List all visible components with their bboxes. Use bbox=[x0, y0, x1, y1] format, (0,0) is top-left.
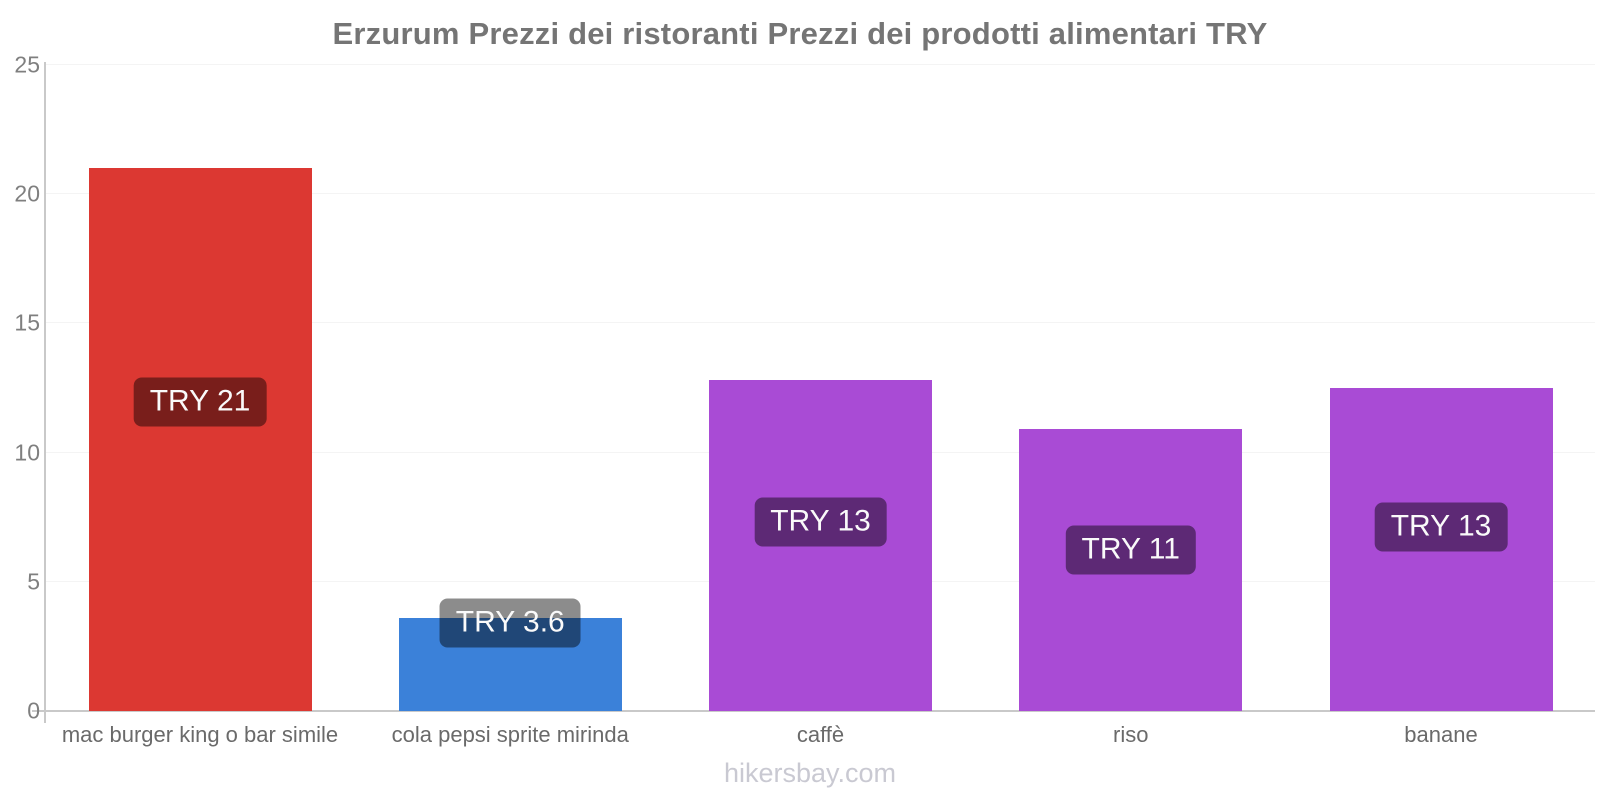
chart-title: Erzurum Prezzi dei ristoranti Prezzi dei… bbox=[332, 16, 1268, 51]
gridline-20 bbox=[46, 193, 1595, 195]
y-axis-tick-label-10: 10 bbox=[14, 439, 40, 466]
watermark-footer: hikersbay.com bbox=[723, 758, 897, 788]
zero-tick-mark bbox=[32, 710, 44, 712]
y-axis-tick-label-25: 25 bbox=[14, 51, 40, 78]
gridline-25 bbox=[46, 64, 1595, 65]
y-axis-line bbox=[44, 62, 46, 723]
gridline-15 bbox=[46, 322, 1595, 324]
bar-cola-pepsi-sprite-mirinda[interactable] bbox=[398, 617, 622, 711]
x-axis-label: riso bbox=[1113, 722, 1149, 747]
y-axis-tick-label-15: 15 bbox=[14, 309, 40, 336]
bar-value-label: TRY 13 bbox=[1374, 502, 1508, 552]
bar-value-label: TRY 3.6 bbox=[439, 598, 581, 648]
x-axis-label: banane bbox=[1404, 722, 1478, 747]
x-axis-label: mac burger king o bar simile bbox=[61, 722, 339, 747]
bar-value-label: TRY 11 bbox=[1065, 525, 1196, 575]
x-axis-label: caffè bbox=[796, 722, 845, 747]
bar-value-label: TRY 13 bbox=[754, 497, 887, 547]
y-axis-tick-label-0: 0 bbox=[27, 697, 40, 724]
bar-caffè[interactable] bbox=[709, 380, 932, 711]
bar-mac-burger-king-o-bar-simile[interactable] bbox=[88, 168, 312, 711]
y-axis-tick-label-20: 20 bbox=[14, 180, 40, 207]
bar-value-label: TRY 21 bbox=[133, 377, 267, 427]
x-axis-line bbox=[44, 710, 1595, 712]
bar-riso[interactable] bbox=[1019, 429, 1243, 711]
bar-banane[interactable] bbox=[1329, 388, 1553, 711]
y-axis-tick-label-5: 5 bbox=[27, 568, 40, 595]
x-axis-label: cola pepsi sprite mirinda bbox=[391, 722, 629, 747]
